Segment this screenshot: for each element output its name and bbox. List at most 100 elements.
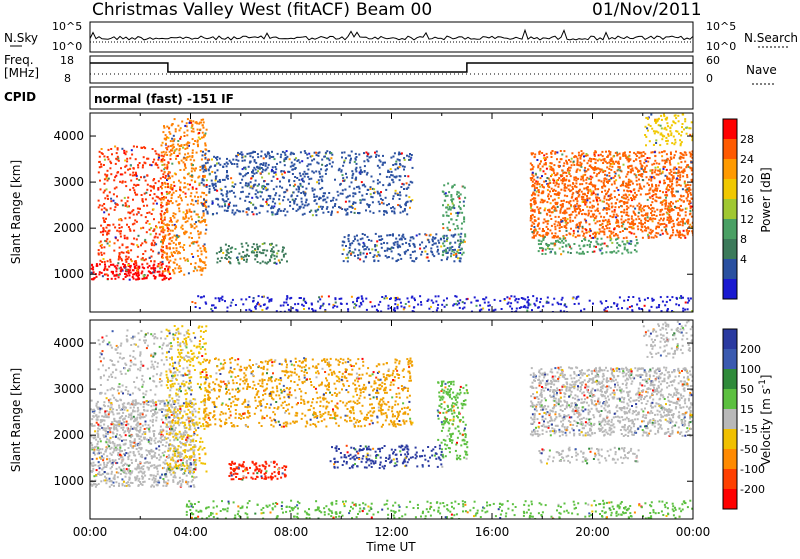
data-cell [151, 272, 153, 274]
data-cell [352, 195, 354, 197]
data-cell [652, 169, 654, 171]
data-cell [683, 230, 685, 232]
data-cell [658, 185, 660, 187]
data-cell [679, 176, 681, 178]
data-cell [605, 219, 607, 221]
data-cell [642, 215, 644, 217]
data-cell [569, 184, 571, 186]
data-cell [203, 215, 205, 217]
data-cell [334, 179, 336, 181]
data-cell [196, 269, 198, 271]
data-cell [324, 192, 326, 194]
data-cell [166, 245, 168, 247]
data-cell [208, 191, 210, 193]
data-cell [272, 246, 274, 248]
data-cell [347, 260, 349, 262]
data-cell [133, 168, 135, 170]
data-cell [192, 128, 194, 130]
data-cell [568, 189, 570, 191]
data-cell [161, 222, 163, 224]
data-cell [646, 176, 648, 178]
data-cell [161, 202, 163, 204]
data-cell [664, 150, 666, 152]
data-cell [318, 296, 320, 298]
data-cell [146, 158, 148, 160]
data-cell [669, 162, 671, 164]
data-cell [531, 309, 533, 311]
data-cell [107, 170, 109, 172]
data-cell [133, 145, 135, 147]
data-cell [419, 295, 421, 297]
data-cell [342, 244, 344, 246]
data-cell [314, 189, 316, 191]
data-cell [443, 245, 445, 247]
data-cell [624, 228, 626, 230]
data-cell [630, 252, 632, 254]
data-cell [687, 232, 689, 234]
data-cell [267, 153, 269, 155]
data-cell [191, 253, 193, 255]
data-cell [330, 157, 332, 159]
data-cell [167, 186, 169, 188]
data-cell [633, 233, 635, 235]
data-cell [613, 250, 615, 252]
data-cell [127, 206, 129, 208]
data-cell [616, 221, 618, 223]
data-cell [305, 188, 307, 190]
data-cell [283, 191, 285, 193]
data-cell [191, 179, 193, 181]
data-cell [146, 212, 148, 214]
data-cell [319, 151, 321, 153]
data-cell [681, 141, 683, 143]
data-cell [610, 238, 612, 240]
data-cell [601, 238, 603, 240]
data-cell [119, 181, 121, 183]
data-cell [631, 215, 633, 217]
data-cell [527, 296, 529, 298]
data-cell [643, 209, 645, 211]
data-cell [630, 191, 632, 193]
data-cell [192, 256, 194, 258]
data-cell [115, 175, 117, 177]
data-cell [633, 198, 635, 200]
data-cell [649, 232, 651, 234]
data-cell [174, 259, 176, 261]
data-cell [195, 262, 197, 264]
data-cell [302, 173, 304, 175]
data-cell [179, 129, 181, 131]
data-cell [678, 169, 680, 171]
data-cell [260, 305, 262, 307]
data-cell [211, 180, 213, 182]
data-cell [610, 160, 612, 162]
data-cell [255, 193, 257, 195]
data-cell [553, 205, 555, 207]
data-cell [651, 306, 653, 308]
data-cell [229, 191, 231, 193]
data-cell [586, 197, 588, 199]
data-cell [354, 306, 356, 308]
data-cell [332, 199, 334, 201]
data-cell [665, 202, 667, 204]
data-cell [554, 253, 556, 255]
data-cell [327, 211, 329, 213]
data-cell [308, 163, 310, 165]
data-cell [648, 207, 650, 209]
data-cell [103, 155, 105, 157]
data-cell [647, 130, 649, 132]
data-cell [144, 162, 146, 164]
data-cell [665, 205, 667, 207]
data-cell [395, 169, 397, 171]
data-cell [563, 162, 565, 164]
data-cell [626, 237, 628, 239]
data-cell [639, 185, 641, 187]
data-cell [369, 210, 371, 212]
data-cell [344, 236, 346, 238]
data-cell [441, 304, 443, 306]
data-cell [315, 170, 317, 172]
data-cell [161, 250, 163, 252]
data-cell [316, 203, 318, 205]
data-cell [464, 197, 466, 199]
data-cell [104, 268, 106, 270]
data-cell [353, 188, 355, 190]
data-cell [251, 197, 253, 199]
